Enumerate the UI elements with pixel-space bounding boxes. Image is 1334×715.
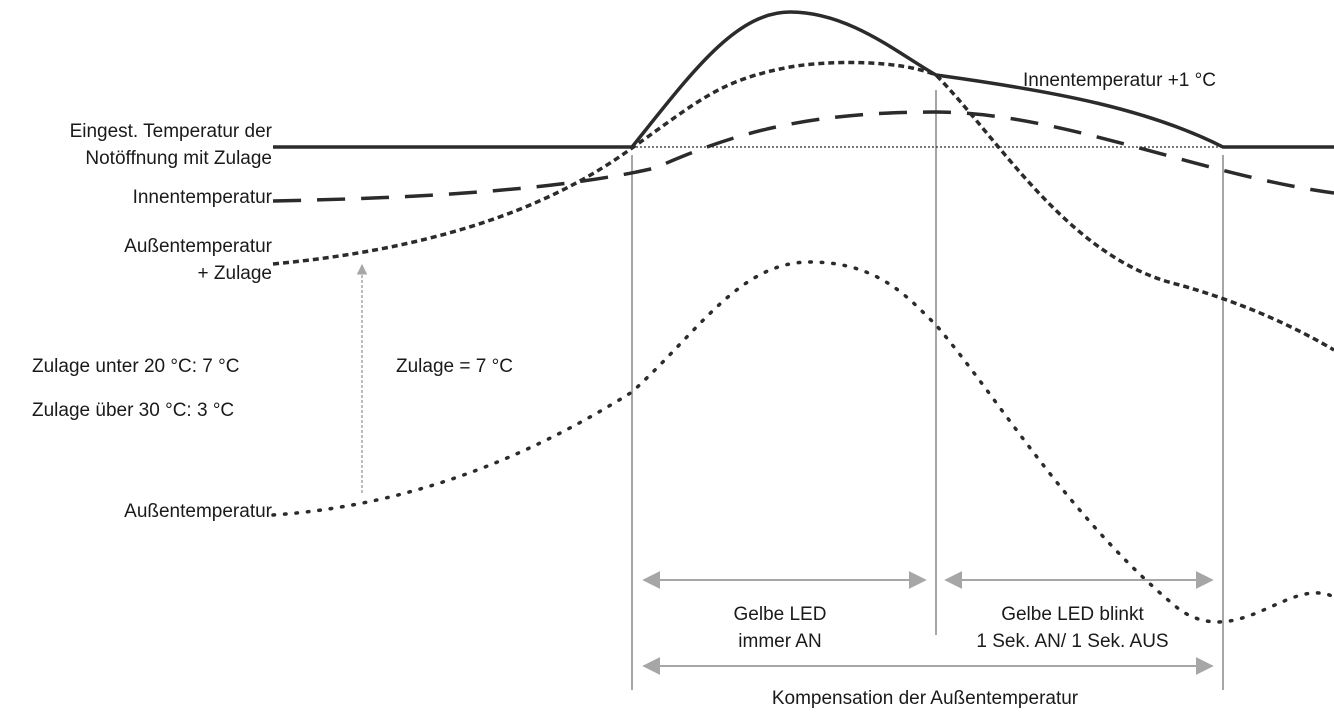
setpoint-curve bbox=[273, 10, 1334, 149]
inside-temperature-label: Innentemperatur bbox=[132, 187, 272, 208]
outside-plus-allowance-label-line2: + Zulage bbox=[197, 263, 272, 284]
inside-temperature-curve bbox=[272, 110, 1334, 203]
allowance-above-label: Zulage über 30 °C: 3 °C bbox=[32, 400, 235, 421]
compensation-label: Kompensation der Außentemperatur bbox=[771, 688, 1079, 709]
allowance-below-label: Zulage unter 20 °C: 7 °C bbox=[32, 356, 240, 377]
allowance-equals-label: Zulage = 7 °C bbox=[396, 356, 513, 377]
setpoint-label-line2: Notöffnung mit Zulage bbox=[85, 148, 272, 169]
setpoint-label-line1: Eingest. Temperatur der bbox=[69, 121, 272, 142]
led-blink-label-line1: Gelbe LED blinkt bbox=[1001, 604, 1144, 625]
led-on-label-line1: Gelbe LED bbox=[733, 604, 827, 625]
outside-temperature-curve bbox=[271, 260, 1334, 624]
led-on-label-line2: immer AN bbox=[738, 631, 822, 652]
outside-temperature-label: Außentemperatur bbox=[124, 501, 272, 522]
outside-plus-allowance-label-line1: Außentemperatur bbox=[124, 236, 272, 257]
led-blink-label-line2: 1 Sek. AN/ 1 Sek. AUS bbox=[976, 631, 1169, 652]
outside-plus-allowance-curve bbox=[272, 60, 1334, 352]
inside-plus-one-label: Innentemperatur +1 °C bbox=[1023, 70, 1216, 91]
